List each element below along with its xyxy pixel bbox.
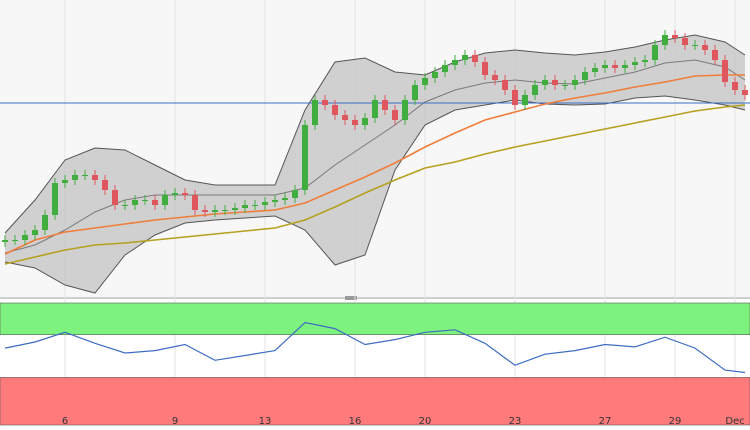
x-tick-label: 9 <box>172 416 178 427</box>
candle-body <box>572 80 578 85</box>
candle-body <box>392 110 398 120</box>
candle-body <box>612 65 618 68</box>
candle-body <box>562 85 568 86</box>
candle-body <box>102 180 108 190</box>
candle-body <box>732 82 738 90</box>
candle-body <box>162 195 168 205</box>
candle-body <box>702 45 708 50</box>
candle-body <box>292 190 298 198</box>
candle-body <box>142 200 148 201</box>
candle-body <box>442 65 448 72</box>
candle-body <box>662 35 668 45</box>
candle-body <box>22 235 28 240</box>
candle-body <box>312 100 318 125</box>
band-fill <box>5 35 745 293</box>
x-tick-label: Dec <box>725 416 744 427</box>
candle-body <box>302 125 308 190</box>
candle-body <box>722 60 728 82</box>
candle-body <box>232 208 238 210</box>
candle-body <box>592 68 598 72</box>
candle-body <box>342 115 348 120</box>
rsi-line <box>4 321 746 374</box>
x-tick-label: 6 <box>62 416 68 427</box>
candle-body <box>92 175 98 180</box>
candle-body <box>42 215 48 230</box>
band-middle <box>4 59 746 254</box>
candle-body <box>262 202 268 205</box>
candle-body <box>492 75 498 80</box>
candle-body <box>32 230 38 235</box>
candle-body <box>172 193 178 195</box>
candle-body <box>152 200 158 205</box>
candle-body <box>282 198 288 200</box>
band-upper <box>4 34 746 234</box>
candle-body <box>522 95 528 105</box>
candle-body <box>452 60 458 65</box>
candle-body <box>132 200 138 205</box>
candle-body <box>182 193 188 195</box>
candle-body <box>692 45 698 46</box>
candle-body <box>122 205 128 206</box>
candle-body <box>582 72 588 80</box>
candle-body <box>502 80 508 90</box>
x-tick-label: 16 <box>349 416 362 427</box>
candle-body <box>482 62 488 75</box>
candle-body <box>512 90 518 105</box>
candle-body <box>712 50 718 60</box>
moving-average <box>4 74 745 255</box>
candle-body <box>192 195 198 210</box>
x-tick-label: 29 <box>669 416 682 427</box>
candle-body <box>82 175 88 176</box>
candle-body <box>322 100 328 105</box>
oversold-zone <box>0 377 750 426</box>
candle-body <box>272 200 278 202</box>
candle-body <box>212 210 218 212</box>
x-tick-label: 20 <box>419 416 432 427</box>
candle-body <box>62 180 68 183</box>
candle-body <box>532 85 538 95</box>
candle-body <box>412 85 418 100</box>
candle-body <box>682 38 688 45</box>
candle-body <box>622 65 628 68</box>
candle-body <box>362 118 368 125</box>
rsi-layer <box>0 302 750 426</box>
candle-body <box>432 72 438 78</box>
candle-body <box>332 105 338 115</box>
x-tick-label: 13 <box>259 416 272 427</box>
candle-body <box>352 120 358 125</box>
x-tick-label: 27 <box>599 416 612 427</box>
candle-body <box>252 205 258 206</box>
candle-body <box>402 100 408 120</box>
candle-body <box>742 90 748 95</box>
candle-body <box>52 183 58 215</box>
candle-body <box>112 190 118 205</box>
x-tick-label: 23 <box>509 416 522 427</box>
candle-body <box>72 175 78 180</box>
candle-body <box>2 240 8 242</box>
candle-body <box>372 100 378 118</box>
x-axis: 6 9 13 16 20 23 27 29 Dec <box>62 416 745 427</box>
candle-body <box>552 80 558 85</box>
overbought-zone <box>0 302 750 336</box>
candle-body <box>222 210 228 211</box>
candle-body <box>242 205 248 208</box>
candle-body <box>642 60 648 62</box>
candle-body <box>422 78 428 85</box>
candle-body <box>602 65 608 68</box>
candle-body <box>462 55 468 60</box>
candle-body <box>12 240 18 241</box>
candle-body <box>652 45 658 60</box>
moving-average <box>4 104 746 265</box>
resize-handle[interactable] <box>345 296 357 300</box>
candle-body <box>202 210 208 212</box>
candle-body <box>472 55 478 62</box>
candle-body <box>542 80 548 85</box>
candle-body <box>382 100 388 110</box>
candle-body <box>632 62 638 65</box>
candle-body <box>672 35 678 38</box>
price-layer <box>0 30 750 294</box>
band-lower <box>4 95 746 294</box>
